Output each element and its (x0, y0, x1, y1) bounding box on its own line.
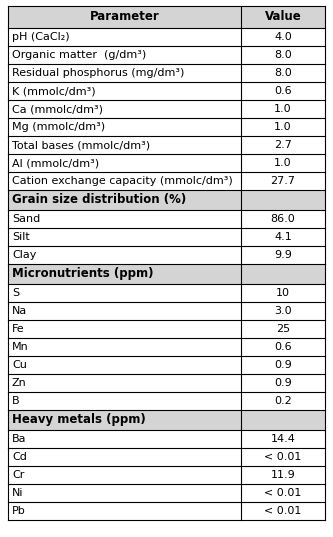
Text: Grain size distribution (%): Grain size distribution (%) (12, 193, 186, 207)
Text: Silt: Silt (12, 232, 30, 242)
Bar (8, 484, 325, 502)
Text: 10: 10 (276, 288, 290, 298)
Bar (8, 210, 325, 228)
Text: Na: Na (12, 306, 27, 316)
Text: Cation exchange capacity (mmolc/dm³): Cation exchange capacity (mmolc/dm³) (12, 176, 233, 186)
Text: 2.7: 2.7 (274, 140, 292, 150)
Text: 1.0: 1.0 (274, 122, 292, 132)
Text: Parameter: Parameter (90, 11, 160, 24)
Text: Sand: Sand (12, 214, 40, 224)
Text: 0.6: 0.6 (274, 342, 292, 352)
Text: 8.0: 8.0 (274, 68, 292, 78)
Bar (8, 392, 325, 410)
Text: 14.4: 14.4 (270, 434, 295, 444)
Bar (8, 190, 325, 210)
Text: Heavy metals (ppm): Heavy metals (ppm) (12, 413, 146, 426)
Text: 0.9: 0.9 (274, 360, 292, 370)
Text: Mg (mmolc/dm³): Mg (mmolc/dm³) (12, 122, 105, 132)
Text: Ca (mmolc/dm³): Ca (mmolc/dm³) (12, 104, 103, 114)
Bar (8, 246, 325, 264)
Text: 0.9: 0.9 (274, 378, 292, 388)
Text: 25: 25 (276, 324, 290, 334)
Text: 4.0: 4.0 (274, 32, 292, 42)
Bar (8, 410, 325, 430)
Text: Mn: Mn (12, 342, 29, 352)
Bar (8, 136, 325, 154)
Bar (8, 154, 325, 172)
Text: < 0.01: < 0.01 (264, 452, 302, 462)
Text: 1.0: 1.0 (274, 158, 292, 168)
Text: Clay: Clay (12, 250, 36, 260)
Text: < 0.01: < 0.01 (264, 488, 302, 498)
Text: pH (CaCl₂): pH (CaCl₂) (12, 32, 70, 42)
Bar (8, 28, 325, 46)
Text: 11.9: 11.9 (271, 470, 295, 480)
Bar (8, 264, 325, 284)
Text: Pb: Pb (12, 506, 26, 516)
Text: 1.0: 1.0 (274, 104, 292, 114)
Text: Organic matter  (g/dm³): Organic matter (g/dm³) (12, 50, 146, 60)
Bar (8, 338, 325, 356)
Text: 8.0: 8.0 (274, 50, 292, 60)
Bar (8, 448, 325, 466)
Text: < 0.01: < 0.01 (264, 506, 302, 516)
Text: Cd: Cd (12, 452, 27, 462)
Text: S: S (12, 288, 19, 298)
Text: Ni: Ni (12, 488, 24, 498)
Bar (8, 284, 325, 302)
Bar (8, 466, 325, 484)
Text: 4.1: 4.1 (274, 232, 292, 242)
Bar (8, 6, 325, 28)
Bar (8, 118, 325, 136)
Text: K (mmolc/dm³): K (mmolc/dm³) (12, 86, 96, 96)
Bar (8, 374, 325, 392)
Text: Residual phosphorus (mg/dm³): Residual phosphorus (mg/dm³) (12, 68, 184, 78)
Text: Ba: Ba (12, 434, 27, 444)
Text: 86.0: 86.0 (271, 214, 295, 224)
Text: 0.2: 0.2 (274, 396, 292, 406)
Bar (8, 302, 325, 320)
Text: Al (mmolc/dm³): Al (mmolc/dm³) (12, 158, 99, 168)
Text: B: B (12, 396, 20, 406)
Text: 27.7: 27.7 (270, 176, 295, 186)
Text: Micronutrients (ppm): Micronutrients (ppm) (12, 267, 154, 280)
Text: 3.0: 3.0 (274, 306, 292, 316)
Text: Total bases (mmolc/dm³): Total bases (mmolc/dm³) (12, 140, 150, 150)
Text: Cr: Cr (12, 470, 24, 480)
Bar (8, 172, 325, 190)
Bar (8, 228, 325, 246)
Text: Zn: Zn (12, 378, 27, 388)
Text: Cu: Cu (12, 360, 27, 370)
Bar (8, 82, 325, 100)
Bar (8, 64, 325, 82)
Bar (8, 430, 325, 448)
Text: Value: Value (265, 11, 301, 24)
Bar (8, 320, 325, 338)
Text: 9.9: 9.9 (274, 250, 292, 260)
Bar (8, 100, 325, 118)
Bar (8, 502, 325, 520)
Bar (8, 46, 325, 64)
Bar (8, 356, 325, 374)
Text: 0.6: 0.6 (274, 86, 292, 96)
Text: Fe: Fe (12, 324, 25, 334)
